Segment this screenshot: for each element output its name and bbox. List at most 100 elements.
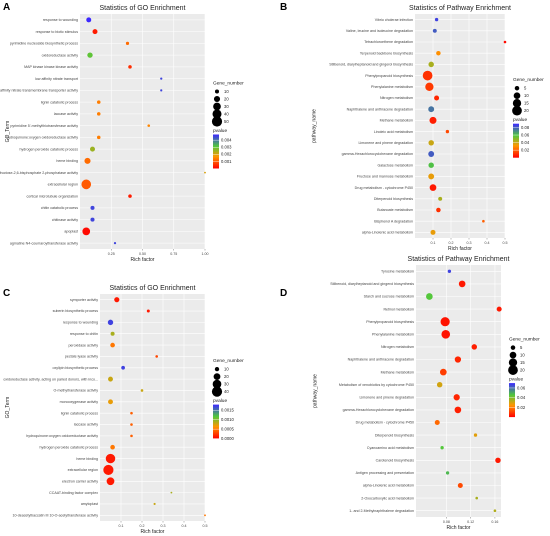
data-point <box>428 106 435 113</box>
term-label: cortical microtubule organization <box>26 194 78 198</box>
data-point <box>432 28 437 33</box>
data-point <box>445 129 450 134</box>
term-label: symporter activity <box>70 298 98 302</box>
term-label: Naphthalene and anthracene degradation <box>348 358 414 362</box>
data-point <box>440 446 444 450</box>
data-point <box>130 411 133 415</box>
data-point <box>153 502 156 506</box>
term-label: alpha-Linolenic acid metabolism <box>362 231 413 235</box>
term-label: Carotenoid biosynthesis <box>376 459 415 463</box>
data-point <box>170 491 173 494</box>
panel-d: D Statistics of Pathway Enrichment Tyrosin… <box>280 256 540 531</box>
data-point <box>103 464 114 476</box>
data-point <box>428 140 434 146</box>
y-axis-label: pathway_name <box>312 374 318 408</box>
data-point <box>428 151 435 157</box>
size-legend-dot <box>214 89 220 94</box>
term-label: Diterpenoid biosynthesis <box>375 433 414 437</box>
term-label: peroxidase activity <box>68 343 98 347</box>
data-point <box>426 293 433 300</box>
data-point <box>204 171 206 174</box>
term-label: Methane metabolism <box>380 119 413 123</box>
color-legend-title: pvalue <box>213 128 227 134</box>
size-legend-dot <box>513 92 521 100</box>
term-label: Limonene and pinene degradation <box>359 396 414 400</box>
size-legend-dot <box>213 102 221 111</box>
color-legend-label: 0.08 <box>521 125 530 130</box>
data-point <box>453 394 460 401</box>
size-legend-dot <box>512 99 522 108</box>
term-label: chitinase activity <box>52 218 78 222</box>
color-legend-label: 0.0005 <box>221 427 234 432</box>
term-label: Stilbenoid, diarylheptanoid and gingerol… <box>330 282 414 286</box>
panel-label: C <box>3 288 10 299</box>
panel-label: D <box>280 288 287 299</box>
term-label: 1- and 2-Methylnaphthalene degradation <box>349 509 414 513</box>
data-point <box>106 477 115 486</box>
term-label: Metabolism of xenobiotics by cytochrome … <box>339 383 414 387</box>
term-label: lignin catabolic process <box>61 411 98 415</box>
x-tick-label: 0.16 <box>491 520 498 524</box>
data-point <box>436 50 441 56</box>
data-point <box>81 179 92 190</box>
data-point <box>108 376 113 382</box>
data-point <box>113 242 117 245</box>
data-point <box>96 135 101 140</box>
data-point <box>428 61 434 68</box>
color-legend-label: 0.004 <box>221 138 232 143</box>
data-point <box>110 342 115 348</box>
term-label: chitin catabolic process <box>41 206 78 210</box>
term-label: Diterpenoid biosynthesis <box>374 197 413 201</box>
size-legend-dot <box>508 365 518 375</box>
term-label: CCAAT-binding factor complex <box>49 491 98 495</box>
y-axis-label: GO_Term <box>5 121 11 143</box>
term-label: pyrimidine 5'-methylthiotransferase acti… <box>10 124 78 128</box>
data-point <box>495 457 501 464</box>
data-point <box>475 496 479 500</box>
data-point <box>496 306 502 312</box>
term-label: Starch and sucrose metabolism <box>364 295 414 299</box>
data-point <box>430 229 436 235</box>
size-legend-dot <box>512 105 522 116</box>
color-legend-label: 0.003 <box>221 145 232 150</box>
color-legend-label: 0.0015 <box>221 408 234 413</box>
data-point <box>429 184 437 191</box>
x-tick-label: 0.5 <box>503 241 508 245</box>
data-point <box>439 368 447 376</box>
size-legend-dot <box>213 95 221 103</box>
size-legend-label: 15 <box>520 360 525 365</box>
term-label: apoplast <box>64 230 78 234</box>
data-point <box>140 389 144 392</box>
data-point <box>160 77 163 80</box>
term-label: oxidoreductase activity <box>42 53 79 57</box>
data-point <box>482 219 485 223</box>
term-label: lignin catabolic process <box>41 100 78 104</box>
x-tick-label: 0.25 <box>108 252 115 256</box>
data-point <box>204 514 206 517</box>
color-legend-label: 0.001 <box>221 159 232 164</box>
term-label: agmatine N4-coumaroyltransferase activit… <box>10 241 78 245</box>
data-point <box>108 399 113 405</box>
size-legend-title: Gene_number <box>213 81 244 87</box>
size-legend-label: 40 <box>224 112 229 117</box>
data-point <box>155 355 158 358</box>
x-tick-label: 0.08 <box>443 520 450 524</box>
term-label: gamma-Hexachlorocyclohexane degradation <box>342 152 413 156</box>
term-label: oxylipin biosynthetic process <box>52 366 98 370</box>
term-label: 2-Oxocarboxylic acid metabolism <box>361 496 414 500</box>
size-legend-label: 5 <box>524 86 527 91</box>
size-legend-label: 20 <box>224 374 229 379</box>
term-label: laccase activity <box>74 423 98 427</box>
size-legend-dot <box>214 366 220 372</box>
term-label: fructose-2,6-bisphosphate 2-phosphatase … <box>0 171 78 175</box>
size-legend-label: 5 <box>520 345 523 350</box>
size-legend-label: 10 <box>524 93 529 98</box>
data-point <box>428 173 435 180</box>
term-label: pyrimidine nucleoside biosynthetic proce… <box>10 42 78 46</box>
size-legend-dot <box>509 351 517 359</box>
data-point <box>90 205 95 210</box>
size-legend-title: Gene_number <box>213 358 244 364</box>
color-legend-label: 0.06 <box>521 132 530 137</box>
data-point <box>428 162 434 168</box>
term-label: pectate lyase activity <box>65 355 98 359</box>
